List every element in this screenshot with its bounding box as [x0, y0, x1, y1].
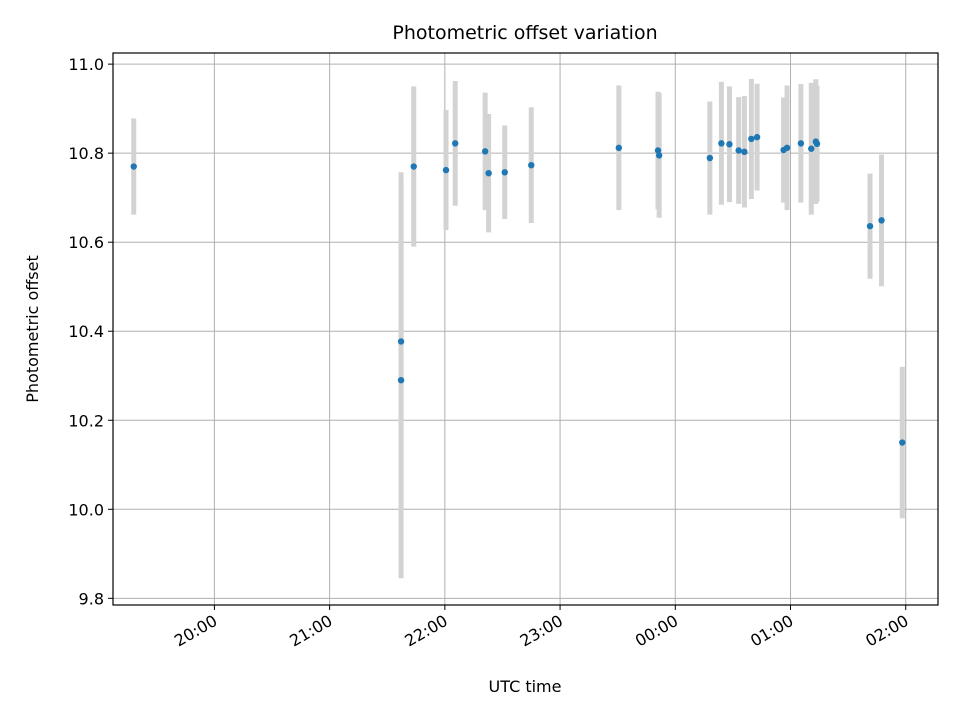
data-point [654, 147, 662, 154]
y-tick-label: 10.0 [68, 500, 104, 519]
data-point [655, 152, 663, 159]
y-axis-ticks: 9.8 10.0 10.2 10.4 10.6 10.8 11.0 [68, 55, 113, 608]
y-tick-label: 10.6 [68, 233, 104, 252]
data-point [726, 141, 733, 148]
data-point [442, 166, 450, 174]
y-tick-label: 11.0 [68, 55, 104, 74]
data-point [899, 439, 906, 446]
data-point [753, 133, 761, 141]
data-point [485, 169, 492, 177]
chart-title: Photometric offset variation [392, 22, 657, 44]
data-point [866, 222, 874, 230]
data-point [808, 145, 815, 152]
data-point [783, 144, 791, 152]
y-axis-label: Photometric offset [23, 255, 42, 403]
y-tick-label: 9.8 [79, 589, 104, 608]
data-point [410, 163, 417, 170]
data-point [528, 161, 535, 169]
data-point [735, 147, 742, 154]
data-point [718, 140, 725, 147]
data-point [397, 338, 405, 345]
data-point [397, 376, 405, 384]
data-point [615, 144, 623, 152]
data-point [813, 140, 821, 148]
data-point [501, 169, 508, 176]
data-point [797, 140, 805, 147]
data-point [481, 148, 489, 155]
data-points [130, 133, 906, 446]
data-point [748, 135, 755, 143]
x-axis-label: UTC time [489, 677, 562, 696]
data-point [741, 148, 748, 156]
data-point [706, 154, 714, 162]
y-tick-label: 10.2 [68, 411, 104, 430]
y-tick-label: 10.4 [68, 322, 104, 341]
plot-frame [112, 52, 939, 606]
y-tick-label: 10.8 [68, 144, 104, 163]
data-point [878, 217, 885, 224]
data-point [452, 140, 459, 147]
data-point [130, 163, 137, 170]
